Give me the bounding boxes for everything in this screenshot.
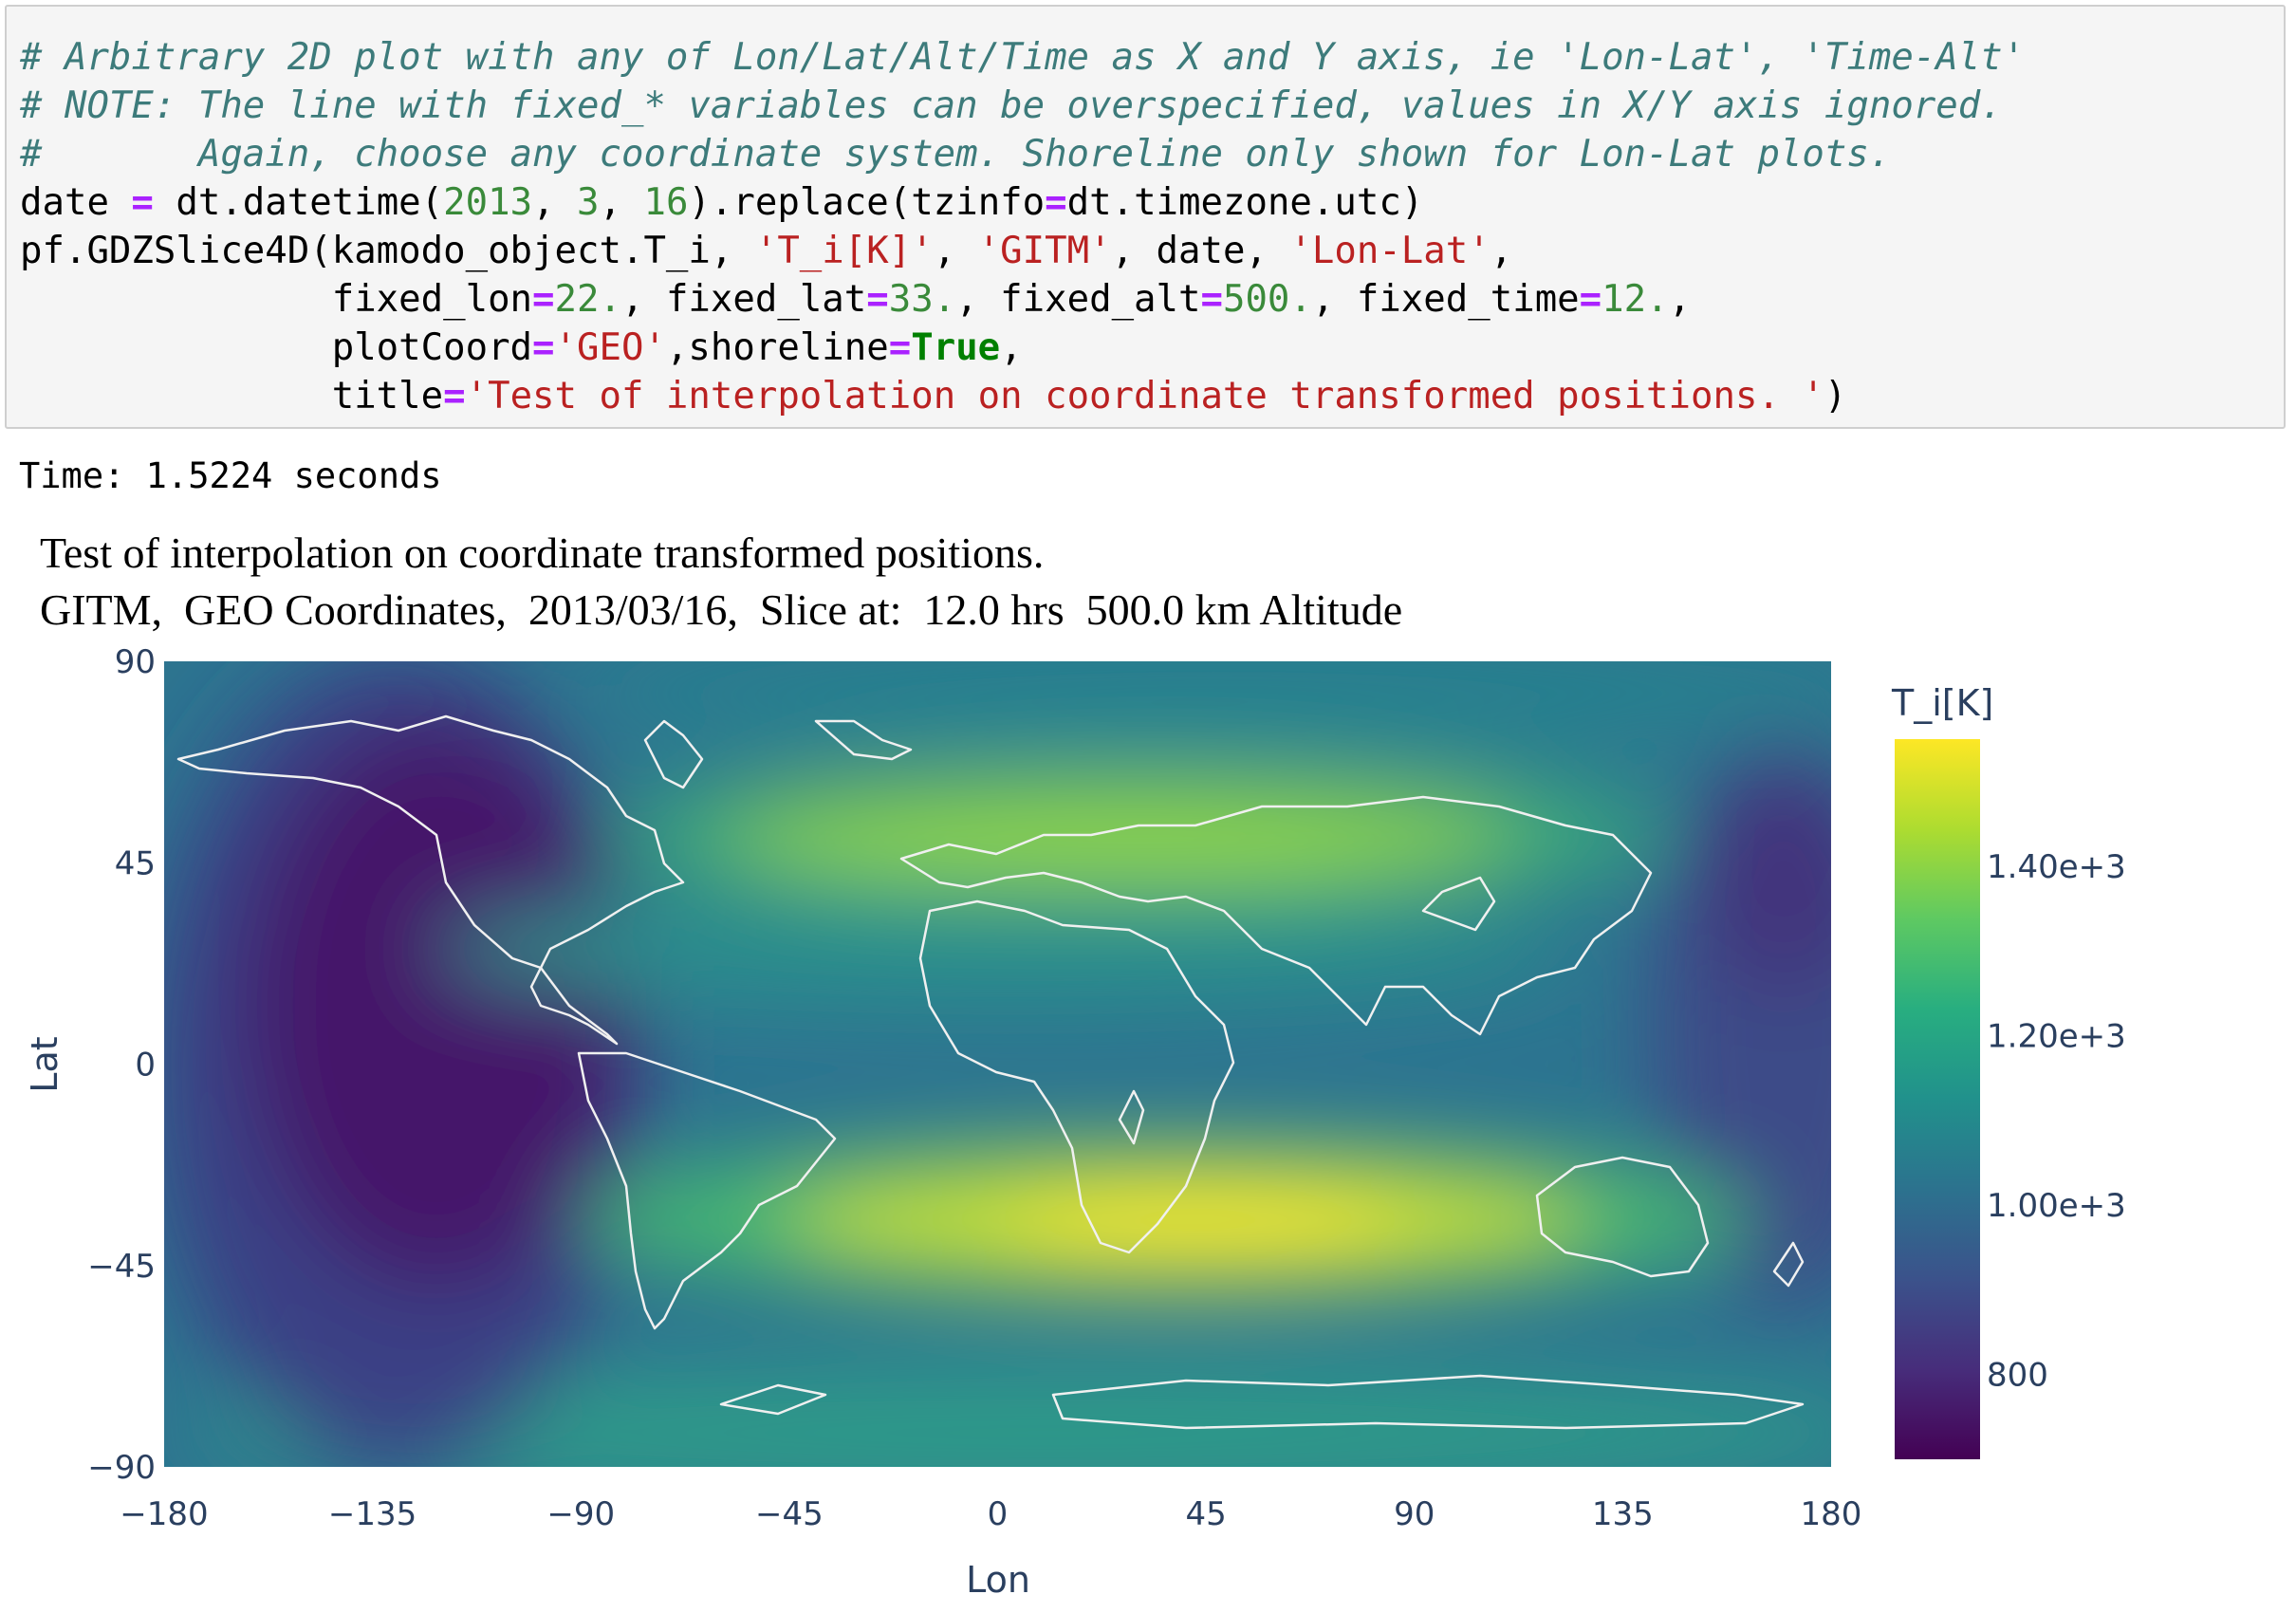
- shoreline: [176, 714, 1805, 1430]
- heatmap-field: [164, 661, 1831, 1467]
- x-tick-label: 90: [1394, 1495, 1435, 1533]
- cell-stdout: Time: 1.5224 seconds: [19, 455, 442, 496]
- y-axis-label: Lat: [24, 1036, 65, 1092]
- x-tick-label: −135: [328, 1495, 417, 1533]
- y-tick-label: −90: [87, 1449, 156, 1487]
- code-line-plotcoord: plotCoord='GEO',shoreline=True,: [20, 326, 1023, 369]
- x-tick-label: −90: [546, 1495, 615, 1533]
- y-axis-tick-labels: 90 45 0 −45 −90: [87, 643, 156, 1487]
- code-comment-line: # Arbitrary 2D plot with any of Lon/Lat/…: [20, 36, 2026, 79]
- x-tick-label: 45: [1185, 1495, 1226, 1533]
- y-tick-label: 90: [115, 643, 156, 681]
- x-tick-label: 180: [1801, 1495, 1862, 1533]
- colorbar-tick-label: 1.00e+3: [1987, 1187, 2126, 1225]
- code-line-fixed: fixed_lon=22., fixed_lat=33., fixed_alt=…: [20, 278, 1692, 321]
- x-axis-tick-labels: −180 −135 −90 −45 0 45 90 135 180: [120, 1495, 1861, 1533]
- code-comment-line: # NOTE: The line with fixed_* variables …: [20, 84, 2003, 127]
- y-tick-label: −45: [87, 1248, 156, 1286]
- code-line-date: date = dt.datetime(2013, 3, 16).replace(…: [20, 181, 1424, 224]
- colorbar-tick-label: 1.40e+3: [1987, 848, 2126, 886]
- x-tick-label: 135: [1592, 1495, 1654, 1533]
- colorbar-gradient: [1895, 739, 1980, 1459]
- x-tick-label: 0: [988, 1495, 1009, 1533]
- colorbar-tick-labels: 800 1.00e+3 1.20e+3 1.40e+3: [1987, 848, 2126, 1395]
- code-line-title: title='Test of interpolation on coordina…: [20, 375, 1847, 417]
- colorbar-title: T_i[K]: [1891, 682, 1993, 724]
- y-tick-label: 0: [135, 1047, 156, 1085]
- code-cell[interactable]: # Arbitrary 2D plot with any of Lon/Lat/…: [5, 5, 2286, 429]
- colorbar: T_i[K] 800 1.00e+3 1.20e+3 1.40e+3: [1891, 682, 2126, 1459]
- colorbar-tick-label: 1.20e+3: [1987, 1018, 2126, 1056]
- code-line-call: pf.GDZSlice4D(kamodo_object.T_i, 'T_i[K]…: [20, 230, 1513, 272]
- x-axis-label: Lon: [966, 1559, 1030, 1601]
- code-comment-line: # Again, choose any coordinate system. S…: [20, 133, 1892, 176]
- x-tick-label: −180: [120, 1495, 208, 1533]
- y-tick-label: 45: [115, 844, 156, 882]
- plot-subtitle: GITM, GEO Coordinates, 2013/03/16, Slice…: [40, 585, 1403, 634]
- x-tick-label: −45: [755, 1495, 824, 1533]
- plot-title: Test of interpolation on coordinate tran…: [40, 528, 1045, 577]
- colorbar-tick-label: 800: [1987, 1357, 2048, 1395]
